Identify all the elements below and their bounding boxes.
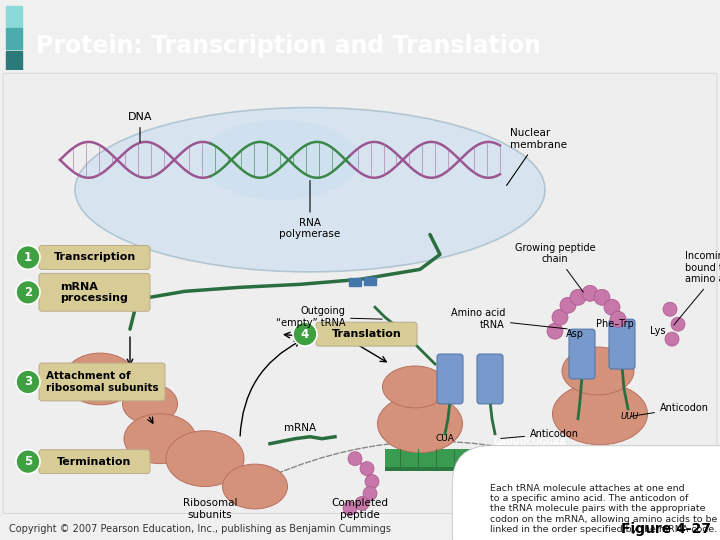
- FancyBboxPatch shape: [39, 450, 150, 474]
- Bar: [349, 278, 361, 286]
- Bar: [385, 449, 700, 467]
- Bar: [6, 28, 22, 49]
- Text: Termination: Termination: [58, 457, 132, 467]
- Text: GAUUUCUGGAA: GAUUUCUGGAA: [493, 438, 567, 447]
- Circle shape: [16, 370, 40, 394]
- Circle shape: [552, 309, 568, 325]
- FancyBboxPatch shape: [477, 354, 503, 404]
- Text: Anticodon: Anticodon: [631, 403, 709, 416]
- Text: Protein: Transcription and Translation: Protein: Transcription and Translation: [36, 33, 541, 58]
- Text: 2: 2: [24, 286, 32, 299]
- Ellipse shape: [552, 383, 647, 445]
- Ellipse shape: [377, 395, 462, 453]
- Circle shape: [665, 332, 679, 346]
- Circle shape: [610, 311, 626, 327]
- Text: Nuclear
membrane: Nuclear membrane: [507, 129, 567, 185]
- FancyBboxPatch shape: [39, 273, 150, 311]
- Text: Ribosomal
subunits: Ribosomal subunits: [183, 498, 238, 520]
- Text: Ribosome: Ribosome: [582, 469, 637, 478]
- Text: Copyright © 2007 Pearson Education, Inc., publishing as Benjamin Cummings: Copyright © 2007 Pearson Education, Inc.…: [9, 524, 390, 534]
- Text: 1: 1: [24, 251, 32, 264]
- Text: AaG ACC: AaG ACC: [510, 450, 550, 458]
- Text: 4: 4: [301, 328, 309, 341]
- Bar: [364, 278, 376, 285]
- Text: Amino acid
tRNA: Amino acid tRNA: [451, 308, 567, 330]
- Text: Incoming tRNA
bound to an
amino acid: Incoming tRNA bound to an amino acid: [674, 251, 720, 325]
- Circle shape: [293, 322, 317, 346]
- Text: mRNA: mRNA: [473, 469, 508, 478]
- Text: Outgoing
“empty” tRNA: Outgoing “empty” tRNA: [276, 306, 382, 328]
- Ellipse shape: [124, 414, 196, 464]
- Text: Asp: Asp: [566, 329, 584, 339]
- Text: DNA: DNA: [127, 112, 152, 142]
- Circle shape: [360, 462, 374, 476]
- Circle shape: [343, 502, 357, 515]
- Text: 5: 5: [24, 455, 32, 468]
- Circle shape: [365, 475, 379, 489]
- Circle shape: [16, 450, 40, 474]
- FancyBboxPatch shape: [3, 73, 717, 514]
- Circle shape: [560, 298, 576, 313]
- Text: Growing peptide
chain: Growing peptide chain: [515, 243, 595, 292]
- Circle shape: [671, 317, 685, 331]
- Ellipse shape: [75, 107, 545, 272]
- Text: mRNA
processing: mRNA processing: [60, 281, 128, 303]
- Text: Each tRNA molecule attaches at one end
to a specific amino acid. The anticodon o: Each tRNA molecule attaches at one end t…: [490, 483, 717, 534]
- Text: Translation: Translation: [332, 329, 401, 339]
- FancyBboxPatch shape: [569, 329, 595, 379]
- Text: Figure 4-27: Figure 4-27: [621, 522, 711, 536]
- Circle shape: [16, 246, 40, 269]
- Circle shape: [348, 451, 362, 465]
- Circle shape: [363, 487, 377, 501]
- Bar: [6, 5, 22, 26]
- Text: CUA: CUA: [436, 434, 454, 443]
- Circle shape: [570, 289, 586, 305]
- Ellipse shape: [64, 353, 136, 405]
- Circle shape: [594, 289, 610, 305]
- Text: RNA
polymerase: RNA polymerase: [279, 180, 341, 239]
- FancyBboxPatch shape: [39, 363, 165, 401]
- Text: Anticodon: Anticodon: [501, 429, 579, 438]
- FancyBboxPatch shape: [316, 322, 417, 346]
- FancyBboxPatch shape: [609, 319, 635, 369]
- Text: 3: 3: [24, 375, 32, 388]
- Circle shape: [582, 285, 598, 301]
- Ellipse shape: [562, 347, 634, 395]
- Circle shape: [547, 323, 563, 339]
- Bar: [385, 467, 700, 470]
- Circle shape: [604, 299, 620, 315]
- Text: UUU: UUU: [621, 412, 639, 421]
- Bar: [6, 51, 22, 70]
- Text: Lys: Lys: [650, 326, 666, 336]
- Circle shape: [355, 496, 369, 510]
- Text: Phe–Trp: Phe–Trp: [596, 319, 634, 329]
- FancyBboxPatch shape: [39, 246, 150, 269]
- FancyBboxPatch shape: [437, 354, 463, 404]
- Ellipse shape: [382, 366, 448, 408]
- Circle shape: [16, 280, 40, 304]
- Ellipse shape: [222, 464, 287, 509]
- Ellipse shape: [166, 431, 244, 487]
- Text: Transcription: Transcription: [53, 252, 135, 262]
- Circle shape: [663, 302, 677, 316]
- Text: Attachment of
ribosomal subunits: Attachment of ribosomal subunits: [45, 371, 158, 393]
- Text: mRNA: mRNA: [284, 423, 316, 433]
- Ellipse shape: [200, 120, 360, 200]
- Ellipse shape: [122, 384, 178, 424]
- Text: Completed
peptide: Completed peptide: [331, 498, 389, 520]
